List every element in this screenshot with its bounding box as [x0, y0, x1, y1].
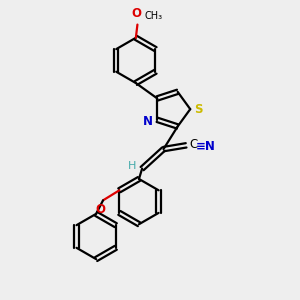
Text: C: C: [189, 138, 197, 151]
Text: CH₃: CH₃: [144, 11, 163, 21]
Text: H: H: [128, 161, 136, 171]
Text: ≡N: ≡N: [196, 140, 215, 153]
Text: N: N: [143, 115, 153, 128]
Text: O: O: [95, 203, 105, 217]
Text: O: O: [132, 7, 142, 20]
Text: S: S: [194, 103, 203, 116]
